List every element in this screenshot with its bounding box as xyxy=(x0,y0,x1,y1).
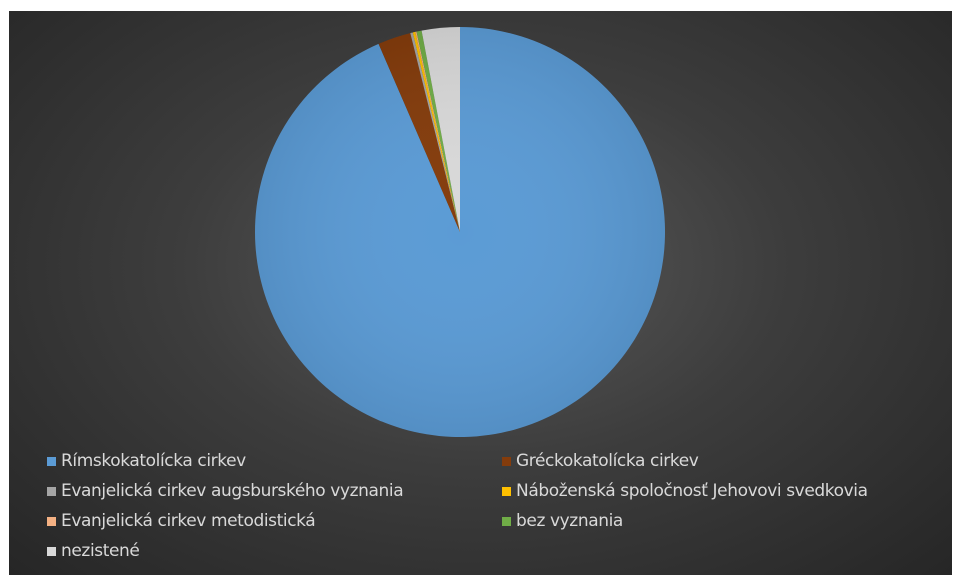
legend-label: nezistené xyxy=(61,541,140,561)
chart-area: Rímskokatolícka cirkev Gréckokatolícka ci… xyxy=(9,11,952,575)
legend-label: Evanjelická cirkev metodistická xyxy=(61,511,316,531)
legend-item: Evanjelická cirkev metodistická xyxy=(47,507,316,535)
pie-chart xyxy=(255,27,666,437)
legend-item: nezistené xyxy=(47,537,140,565)
legend-item: bez vyznania xyxy=(502,507,623,535)
legend-swatch xyxy=(47,456,56,466)
pie-shade xyxy=(255,27,665,437)
legend-label: Gréckokatolícka cirkev xyxy=(516,451,699,471)
legend-item: Rímskokatolícka cirkev xyxy=(47,447,246,475)
legend-swatch xyxy=(47,546,56,556)
legend-swatch xyxy=(47,516,56,526)
legend-swatch xyxy=(47,486,56,496)
legend-swatch xyxy=(502,456,511,466)
legend-swatch xyxy=(502,486,511,496)
legend-label: Evanjelická cirkev augsburského vyznania xyxy=(61,481,404,501)
legend-swatch xyxy=(502,516,511,526)
legend-label: bez vyznania xyxy=(516,511,623,531)
legend-label: Rímskokatolícka cirkev xyxy=(61,451,246,471)
pie-slices xyxy=(255,27,666,437)
legend: Rímskokatolícka cirkev Gréckokatolícka ci… xyxy=(47,447,952,575)
legend-label: Náboženská spoločnosť Jehovovi svedkovia xyxy=(516,481,868,501)
legend-item: Evanjelická cirkev augsburského vyznania xyxy=(47,477,404,505)
legend-item: Gréckokatolícka cirkev xyxy=(502,447,699,475)
legend-item: Náboženská spoločnosť Jehovovi svedkovia xyxy=(502,477,868,505)
